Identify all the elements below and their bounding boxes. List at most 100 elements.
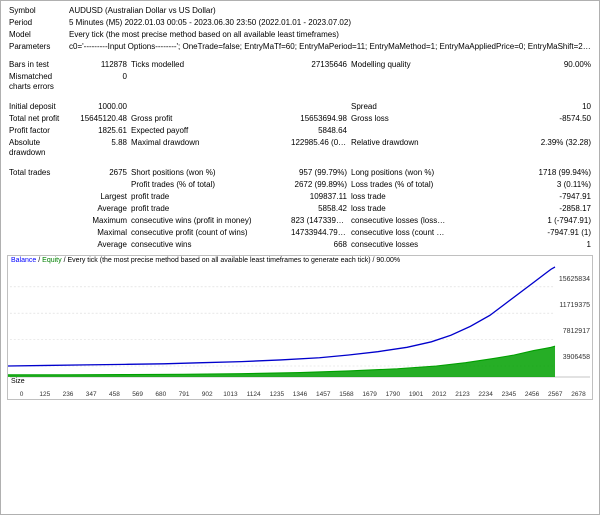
model-label: Model	[7, 29, 67, 41]
average-label: Average	[67, 203, 129, 215]
pt-label: Profit trades (% of total)	[129, 179, 289, 191]
ad-value: 5.88	[67, 137, 129, 159]
dep-label: Initial deposit	[7, 101, 67, 113]
params-label: Parameters	[7, 41, 67, 53]
max-cprofit-label: consecutive profit (count of wins)	[129, 227, 289, 239]
max-wins-value: 823 (14733944.79)	[289, 215, 349, 227]
x-axis-label: 1568	[335, 391, 358, 398]
strategy-tester-report: Symbol AUDUSD (Australian Dollar vs US D…	[0, 0, 600, 515]
pt-value: 2672 (99.89%)	[289, 179, 349, 191]
chart-svg	[8, 256, 592, 399]
rd-value: 2.39% (32.28)	[449, 137, 593, 159]
lt-value: 3 (0.11%)	[449, 179, 593, 191]
bars-value: 112878	[67, 59, 129, 71]
x-axis-label: 125	[33, 391, 56, 398]
x-axis-label: 569	[126, 391, 149, 398]
pf-value: 1825.61	[67, 125, 129, 137]
balance-legend: Balance	[11, 257, 36, 264]
y-axis-label: 3906458	[563, 354, 590, 361]
avg-loss-value: -2858.17	[449, 203, 593, 215]
mq-label: Modelling quality	[349, 59, 449, 71]
ep-value: 5848.64	[289, 125, 349, 137]
x-axis-label: 2567	[544, 391, 567, 398]
avg-profit-label: profit trade	[129, 203, 289, 215]
header-table: Symbol AUDUSD (Australian Dollar vs US D…	[7, 5, 593, 53]
gp-label: Gross profit	[129, 113, 289, 125]
max-closs-label: consecutive loss (count of losses)	[349, 227, 449, 239]
spread-value: 10	[449, 101, 593, 113]
lp-value: 1718 (99.94%)	[449, 167, 593, 179]
stats-table: Bars in test 112878 Ticks modelled 27135…	[7, 59, 593, 251]
x-axis-label: 1013	[219, 391, 242, 398]
x-axis-label: 458	[103, 391, 126, 398]
x-axis: 0125236347458569680791902101311241235134…	[8, 391, 592, 398]
avg-profit-value: 5858.42	[289, 203, 349, 215]
period-label: Period	[7, 17, 67, 29]
x-axis-label: 347	[80, 391, 103, 398]
x-axis-label: 2012	[428, 391, 451, 398]
max-closs-value: -7947.91 (1)	[449, 227, 593, 239]
largest-label: Largest	[67, 191, 129, 203]
size-label: Size	[11, 378, 25, 385]
x-axis-label: 1346	[288, 391, 311, 398]
equity-legend: Equity	[42, 257, 61, 264]
gp-value: 15653694.98	[289, 113, 349, 125]
mism-value: 0	[67, 71, 129, 93]
mism-label: Mismatched charts errors	[7, 71, 67, 93]
max-cprofit-value: 14733944.79 (823)	[289, 227, 349, 239]
x-axis-label: 236	[56, 391, 79, 398]
max-losses-label: consecutive losses (loss in money)	[349, 215, 449, 227]
symbol-value: AUDUSD (Australian Dollar vs US Dollar)	[67, 5, 593, 17]
avg-closses-value: 1	[449, 239, 593, 251]
lt-label: Loss trades (% of total)	[349, 179, 449, 191]
avg-cwins-label: consecutive wins	[129, 239, 289, 251]
x-axis-label: 2123	[451, 391, 474, 398]
md-label: Maximal drawdown	[129, 137, 289, 159]
chart-header-rest: / Every tick (the most precise method ba…	[64, 257, 401, 264]
ep-label: Expected payoff	[129, 125, 289, 137]
params-value: c0='---------Input Options--------'; One…	[67, 41, 593, 53]
avg2-label: Average	[67, 239, 129, 251]
x-axis-label: 791	[172, 391, 195, 398]
chart-header: Balance / Equity / Every tick (the most …	[11, 257, 400, 264]
symbol-label: Symbol	[7, 5, 67, 17]
x-axis-label: 680	[149, 391, 172, 398]
sp-label: Short positions (won %)	[129, 167, 289, 179]
spread-label: Spread	[349, 101, 449, 113]
largest-profit-value: 109837.11	[289, 191, 349, 203]
x-axis-label: 1457	[312, 391, 335, 398]
lp-label: Long positions (won %)	[349, 167, 449, 179]
x-axis-label: 2234	[474, 391, 497, 398]
tt-label: Total trades	[7, 167, 67, 179]
rd-label: Relative drawdown	[349, 137, 449, 159]
x-axis-label: 2345	[497, 391, 520, 398]
dep-value: 1000.00	[67, 101, 129, 113]
y-axis-label: 11719375	[559, 302, 590, 309]
x-axis-label: 0	[10, 391, 33, 398]
md-value: 122985.46 (0.78%)	[289, 137, 349, 159]
y-axis-label: 7812917	[563, 328, 590, 335]
tnp-value: 15645120.48	[67, 113, 129, 125]
x-axis-label: 1901	[404, 391, 427, 398]
tnp-label: Total net profit	[7, 113, 67, 125]
avg-cwins-value: 668	[289, 239, 349, 251]
sp-value: 957 (99.79%)	[289, 167, 349, 179]
pf-label: Profit factor	[7, 125, 67, 137]
max-wins-label: consecutive wins (profit in money)	[129, 215, 289, 227]
ad-label: Absolute drawdown	[7, 137, 67, 159]
x-axis-label: 2678	[567, 391, 590, 398]
largest-loss-label: loss trade	[349, 191, 449, 203]
y-axis-label: 15625834	[559, 276, 590, 283]
x-axis-label: 902	[196, 391, 219, 398]
tt-value: 2675	[67, 167, 129, 179]
bars-label: Bars in test	[7, 59, 67, 71]
largest-profit-label: profit trade	[129, 191, 289, 203]
avg-closses-label: consecutive losses	[349, 239, 449, 251]
gl-label: Gross loss	[349, 113, 449, 125]
period-value: 5 Minutes (M5) 2022.01.03 00:05 - 2023.0…	[67, 17, 593, 29]
x-axis-label: 1679	[358, 391, 381, 398]
mq-value: 90.00%	[449, 59, 593, 71]
ticks-value: 27135646	[289, 59, 349, 71]
max-losses-value: 1 (-7947.91)	[449, 215, 593, 227]
x-axis-label: 1124	[242, 391, 265, 398]
